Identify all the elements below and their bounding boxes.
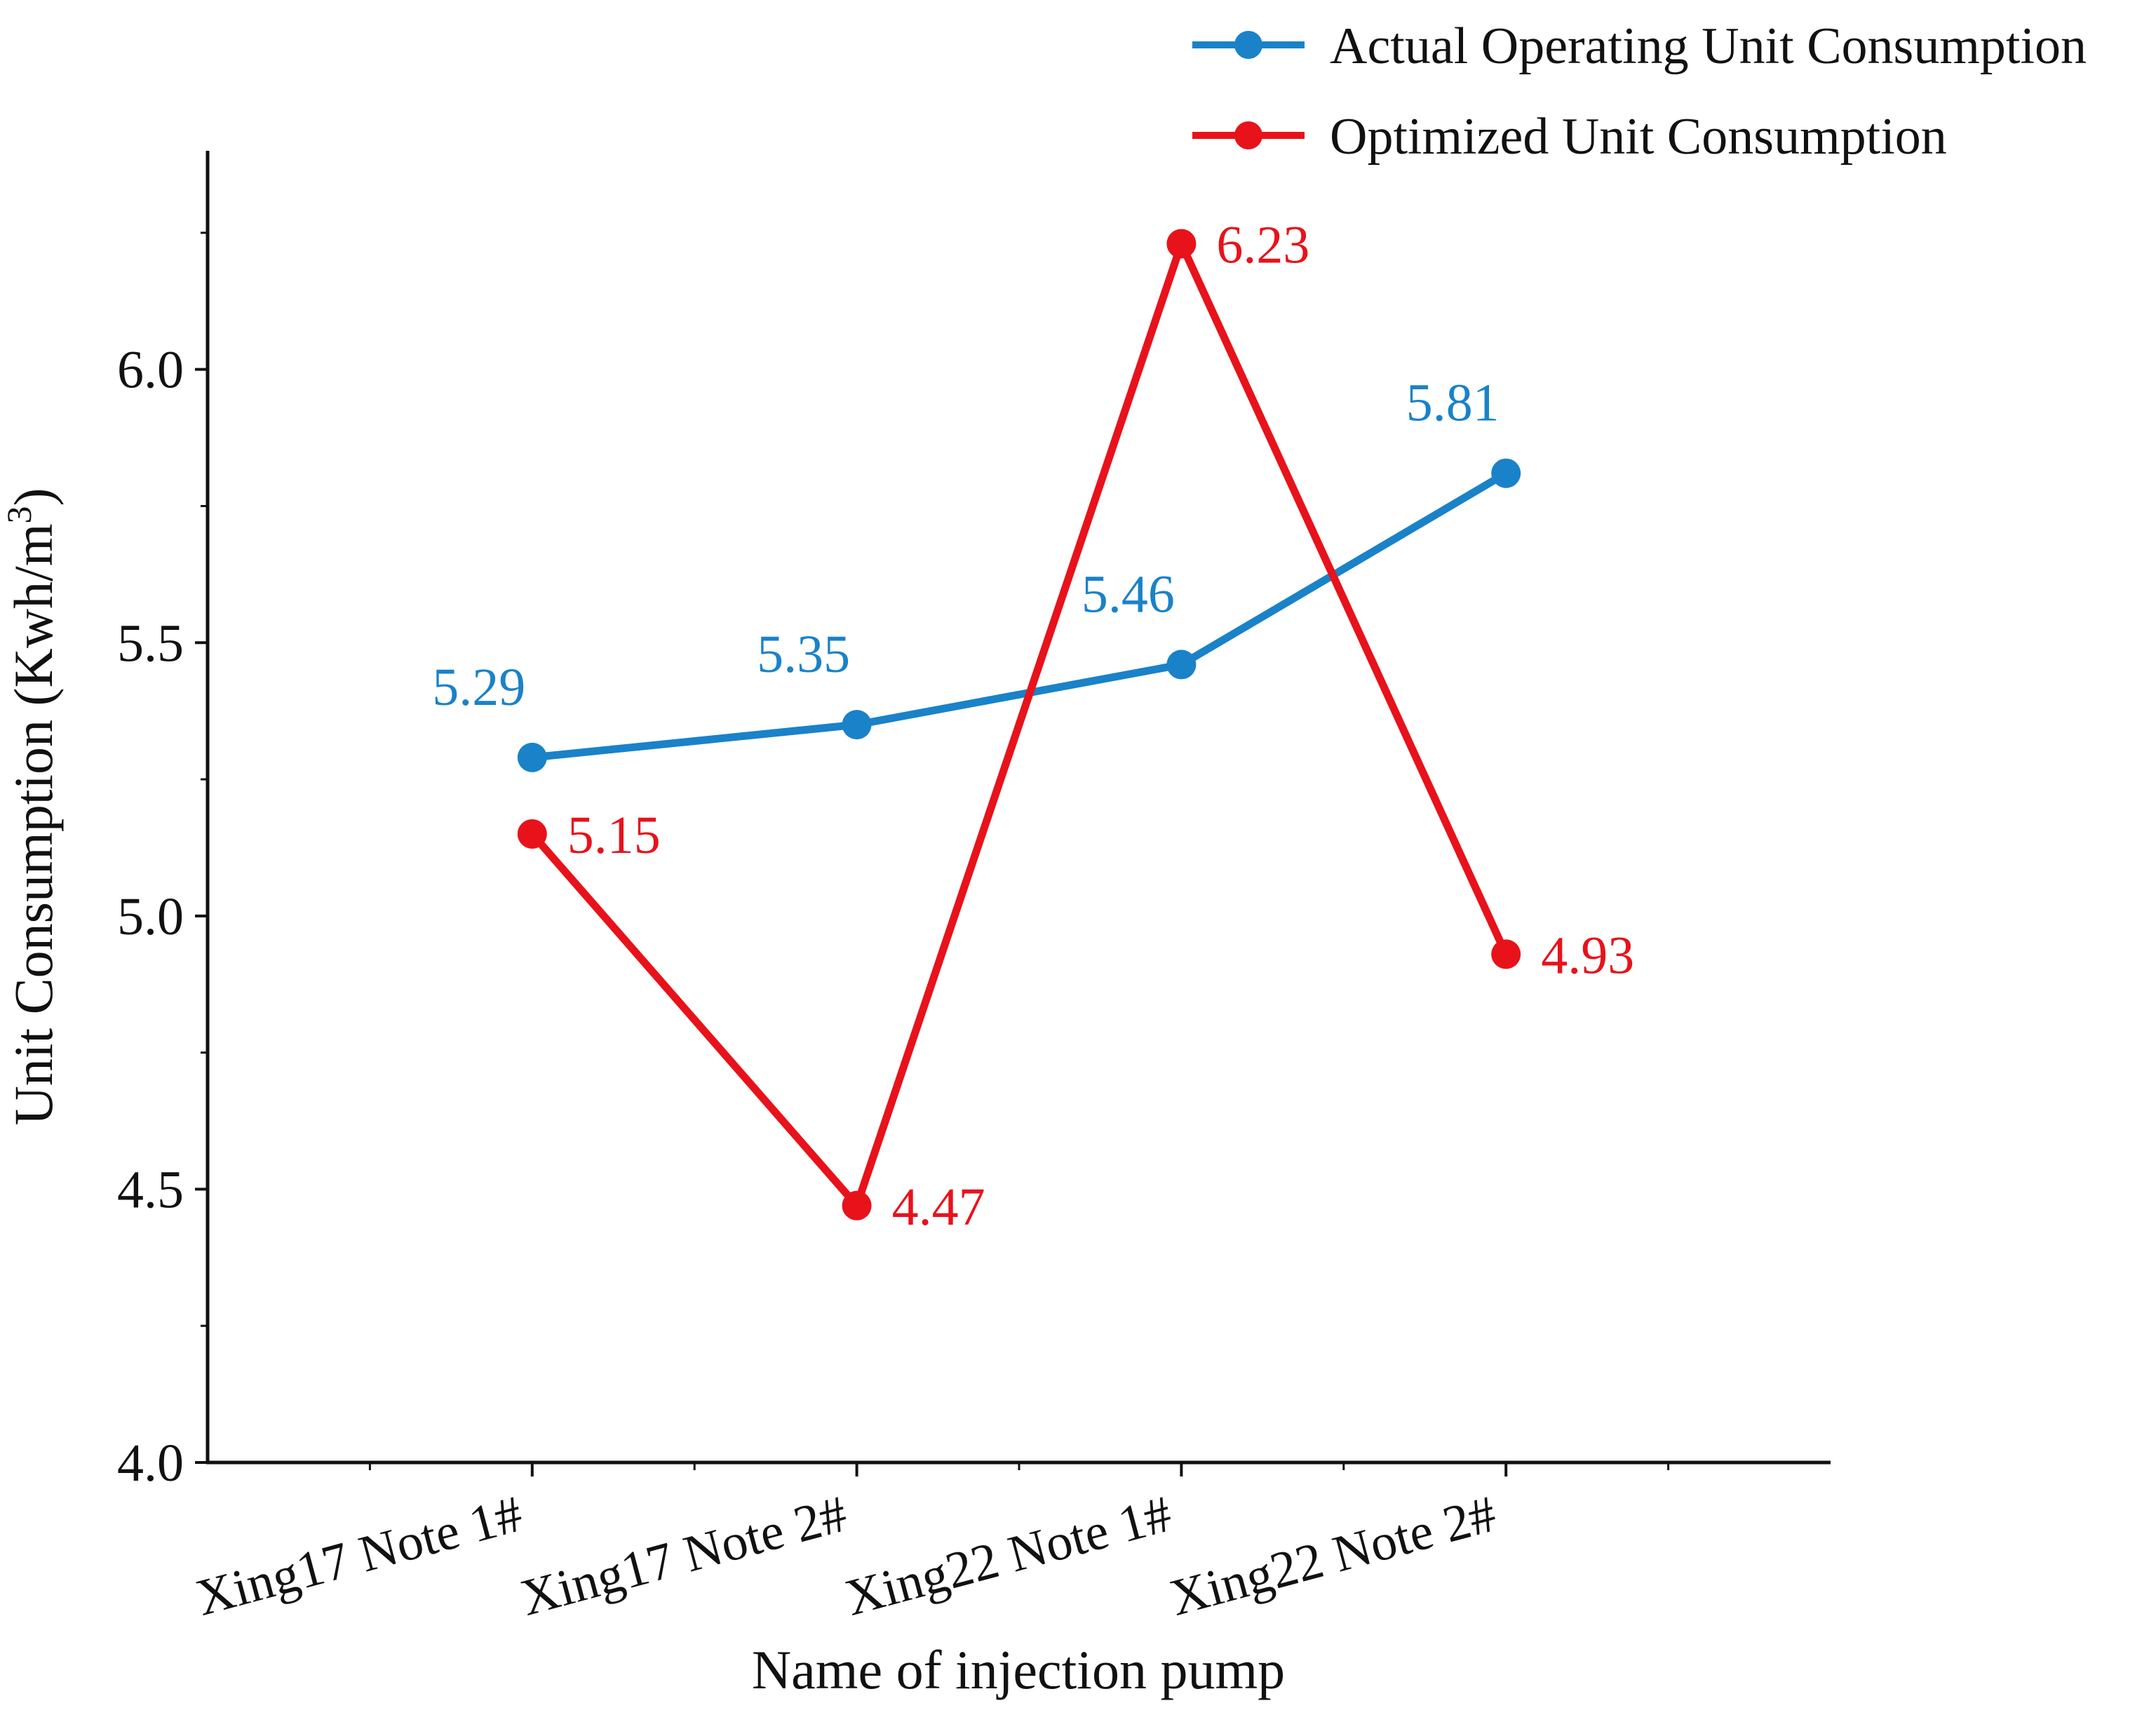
data-point — [1166, 650, 1197, 680]
data-point — [1491, 939, 1521, 969]
y-tick-label: 6.0 — [117, 341, 184, 400]
y-axis-title-suffix: ) — [3, 487, 64, 506]
data-label: 5.81 — [1406, 374, 1500, 433]
x-tick-label: Xing17 Note 1# — [190, 1485, 528, 1627]
y-axis-ticks: 4.0 4.5 5.0 5.5 6.0 — [117, 231, 208, 1493]
x-tick-label: Xing17 Note 2# — [515, 1485, 853, 1627]
data-point — [517, 742, 547, 772]
legend-optimized-marker — [1234, 121, 1262, 149]
data-label: 5.35 — [757, 625, 850, 684]
y-axis-title-main: Unit Consumption (Kwh/m — [3, 523, 64, 1125]
data-label: 4.47 — [892, 1178, 985, 1237]
series-line — [532, 469, 1508, 762]
x-axis-ticks: Xing17 Note 1#Xing17 Note 2#Xing22 Note … — [190, 1462, 1670, 1627]
plot-area: 5.29 5.35 5.46 5.81 5.15 4.47 6.23 4.93 — [432, 215, 1634, 1236]
legend: Actual Operating Unit Consumption Optimi… — [1192, 18, 2087, 166]
series-line — [529, 239, 1510, 1210]
x-tick-label: Xing22 Note 1# — [840, 1485, 1178, 1627]
data-label: 6.23 — [1216, 215, 1309, 274]
y-tick-label: 4.5 — [117, 1160, 184, 1219]
legend-optimized-label: Optimized Unit Consumption — [1330, 108, 1947, 166]
legend-item-optimized: Optimized Unit Consumption — [1192, 108, 1947, 166]
data-label: 5.29 — [432, 658, 525, 717]
x-tick-label: Xing22 Note 2# — [1164, 1485, 1502, 1627]
data-point — [1166, 229, 1197, 259]
legend-item-actual: Actual Operating Unit Consumption — [1192, 18, 2087, 75]
legend-actual-marker — [1234, 31, 1262, 59]
x-axis: Xing17 Note 1#Xing17 Note 2#Xing22 Note … — [190, 1460, 1831, 1627]
data-point — [1491, 458, 1521, 488]
y-tick-label: 5.0 — [117, 887, 184, 946]
y-tick-label: 5.5 — [117, 614, 184, 673]
y-axis-title-superscript: 3 — [0, 506, 39, 523]
data-point — [842, 1190, 872, 1220]
legend-actual-label: Actual Operating Unit Consumption — [1330, 18, 2087, 75]
data-point — [517, 819, 547, 849]
data-label: 5.46 — [1082, 565, 1175, 624]
x-axis-title: Name of injection pump — [752, 1639, 1285, 1700]
y-axis-title: Unit Consumption (Kwh/m3) — [0, 487, 64, 1125]
y-axis: 4.0 4.5 5.0 5.5 6.0 — [117, 151, 210, 1493]
y-tick-label: 4.0 — [117, 1434, 184, 1493]
data-label: 5.15 — [567, 806, 661, 865]
data-label: 4.93 — [1541, 926, 1634, 985]
data-point — [842, 710, 872, 740]
